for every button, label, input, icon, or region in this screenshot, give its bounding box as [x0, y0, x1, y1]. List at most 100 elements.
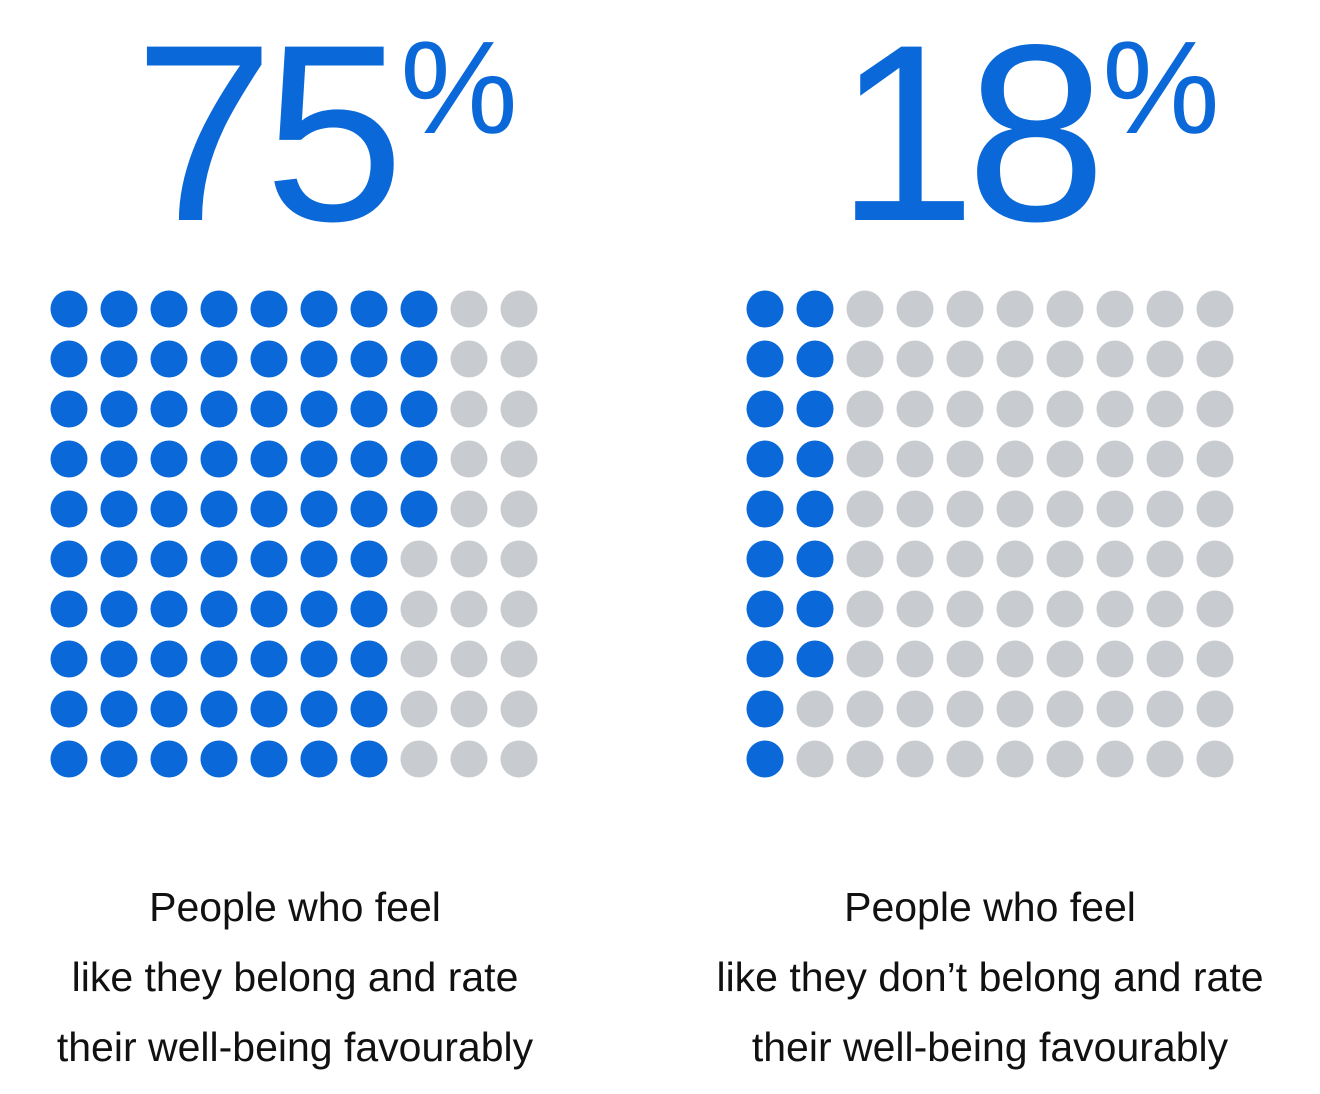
- empty-dot: [896, 340, 934, 378]
- empty-dot: [1096, 640, 1134, 678]
- empty-dot: [946, 490, 984, 528]
- filled-dot: [100, 490, 138, 528]
- filled-dot: [150, 440, 188, 478]
- filled-dot: [746, 290, 784, 328]
- filled-dot: [300, 640, 338, 678]
- empty-dot: [400, 540, 438, 578]
- filled-dot: [796, 340, 834, 378]
- filled-dot: [50, 690, 88, 728]
- empty-dot: [846, 740, 884, 778]
- empty-dot: [1146, 340, 1184, 378]
- filled-dot: [250, 440, 288, 478]
- empty-dot: [896, 490, 934, 528]
- filled-dot: [100, 340, 138, 378]
- filled-dot: [746, 340, 784, 378]
- empty-dot: [796, 740, 834, 778]
- caption-line: like they don’t belong and rate: [716, 954, 1264, 1000]
- empty-dot: [1196, 440, 1234, 478]
- filled-dot: [796, 590, 834, 628]
- percentage-value: 18: [836, 0, 1106, 274]
- filled-dot: [350, 740, 388, 778]
- filled-dot: [300, 590, 338, 628]
- filled-dot: [350, 540, 388, 578]
- empty-dot: [1046, 490, 1084, 528]
- empty-dot: [450, 490, 488, 528]
- empty-dot: [450, 290, 488, 328]
- empty-dot: [796, 690, 834, 728]
- filled-dot: [250, 390, 288, 428]
- empty-dot: [1046, 690, 1084, 728]
- empty-dot: [450, 440, 488, 478]
- empty-dot: [846, 340, 884, 378]
- filled-dot: [350, 390, 388, 428]
- filled-dot: [746, 440, 784, 478]
- empty-dot: [846, 640, 884, 678]
- filled-dot: [200, 690, 238, 728]
- filled-dot: [100, 740, 138, 778]
- filled-dot: [796, 540, 834, 578]
- empty-dot: [1146, 390, 1184, 428]
- empty-dot: [500, 590, 538, 628]
- empty-dot: [996, 490, 1034, 528]
- filled-dot: [150, 640, 188, 678]
- empty-dot: [500, 490, 538, 528]
- empty-dot: [500, 690, 538, 728]
- empty-dot: [1146, 540, 1184, 578]
- filled-dot: [746, 690, 784, 728]
- filled-dot: [200, 290, 238, 328]
- empty-dot: [1046, 440, 1084, 478]
- empty-dot: [946, 690, 984, 728]
- filled-dot: [150, 690, 188, 728]
- filled-dot: [150, 740, 188, 778]
- empty-dot: [996, 440, 1034, 478]
- empty-dot: [1046, 640, 1084, 678]
- empty-dot: [896, 440, 934, 478]
- empty-dot: [1046, 590, 1084, 628]
- empty-dot: [1196, 290, 1234, 328]
- empty-dot: [896, 690, 934, 728]
- filled-dot: [200, 390, 238, 428]
- filled-dot: [300, 490, 338, 528]
- empty-dot: [450, 590, 488, 628]
- empty-dot: [500, 440, 538, 478]
- caption-line: their well-being favourably: [56, 1024, 534, 1070]
- filled-dot: [150, 390, 188, 428]
- empty-dot: [896, 390, 934, 428]
- filled-dot: [50, 490, 88, 528]
- caption-line: People who feel: [149, 884, 441, 930]
- percent-sign: %: [1102, 14, 1220, 161]
- empty-dot: [896, 290, 934, 328]
- empty-dot: [400, 690, 438, 728]
- filled-dot: [400, 390, 438, 428]
- filled-dot: [250, 640, 288, 678]
- empty-dot: [996, 690, 1034, 728]
- filled-dot: [250, 740, 288, 778]
- filled-dot: [100, 590, 138, 628]
- empty-dot: [946, 340, 984, 378]
- filled-dot: [300, 690, 338, 728]
- empty-dot: [1196, 640, 1234, 678]
- filled-dot: [350, 640, 388, 678]
- empty-dot: [450, 640, 488, 678]
- empty-dot: [846, 490, 884, 528]
- filled-dot: [150, 340, 188, 378]
- empty-dot: [1096, 390, 1134, 428]
- filled-dot: [796, 440, 834, 478]
- big-percentage: 75%: [134, 8, 518, 260]
- empty-dot: [500, 640, 538, 678]
- empty-dot: [1046, 740, 1084, 778]
- empty-dot: [1146, 440, 1184, 478]
- filled-dot: [350, 290, 388, 328]
- filled-dot: [100, 290, 138, 328]
- empty-dot: [846, 590, 884, 628]
- filled-dot: [400, 440, 438, 478]
- empty-dot: [946, 390, 984, 428]
- filled-dot: [250, 590, 288, 628]
- filled-dot: [50, 540, 88, 578]
- filled-dot: [300, 540, 338, 578]
- filled-dot: [100, 640, 138, 678]
- empty-dot: [946, 740, 984, 778]
- filled-dot: [250, 290, 288, 328]
- filled-dot: [300, 290, 338, 328]
- filled-dot: [200, 490, 238, 528]
